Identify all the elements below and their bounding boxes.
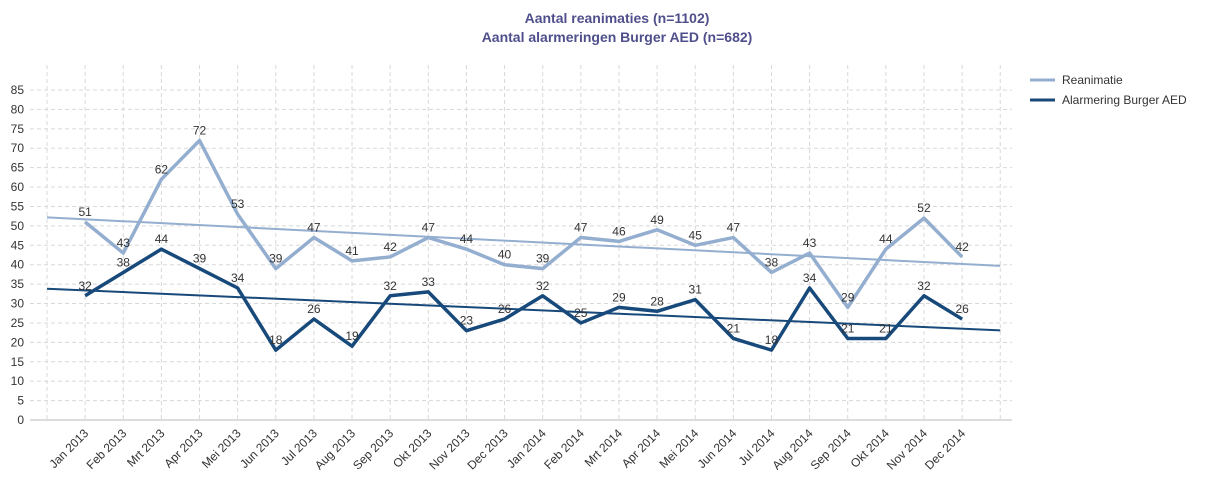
x-tick-label: Dec 2013: [464, 426, 510, 472]
data-label: 47: [307, 221, 321, 235]
data-label: 46: [612, 224, 626, 238]
data-label: 42: [383, 240, 397, 254]
data-label: 39: [536, 252, 550, 266]
data-label: 51: [78, 205, 92, 219]
data-label: 62: [155, 162, 169, 176]
data-label: 52: [917, 201, 931, 215]
data-label: 25: [574, 306, 588, 320]
series-line: [84, 138, 964, 310]
data-label: 18: [269, 333, 283, 347]
y-tick-label: 50: [11, 219, 25, 233]
data-label: 44: [879, 232, 893, 246]
data-label: 18: [765, 333, 779, 347]
data-label: 40: [498, 248, 512, 262]
data-label: 53: [231, 197, 245, 211]
y-tick-label: 5: [17, 394, 24, 408]
y-tick-label: 10: [11, 374, 25, 388]
data-label: 42: [955, 240, 969, 254]
data-label: 26: [955, 302, 969, 316]
data-label: 32: [917, 279, 931, 293]
data-label: 38: [117, 255, 131, 269]
y-tick-label: 35: [11, 277, 25, 291]
y-tick-label: 45: [11, 238, 25, 252]
y-tick-label: 55: [11, 199, 25, 213]
data-label: 23: [460, 314, 474, 328]
y-tick-label: 60: [11, 180, 25, 194]
trend-line: [46, 287, 1001, 332]
y-tick-label: 20: [11, 335, 25, 349]
x-tick-label: Nov 2013: [426, 426, 472, 472]
x-tick-label: Jun 2014: [695, 426, 740, 471]
x-tick-label: Mrt 2013: [124, 426, 168, 470]
x-tick-label: Apr 2014: [619, 426, 664, 471]
data-label: 21: [879, 321, 893, 335]
y-tick-label: 70: [11, 141, 25, 155]
data-label: 32: [383, 279, 397, 293]
data-label: 21: [841, 321, 855, 335]
data-label: 26: [498, 302, 512, 316]
data-label: 34: [231, 271, 245, 285]
y-tick-label: 85: [11, 83, 25, 97]
data-label: 39: [269, 252, 283, 266]
data-label: 28: [650, 294, 664, 308]
y-tick-label: 0: [17, 413, 24, 427]
data-label: 47: [574, 221, 588, 235]
data-label: 45: [689, 228, 703, 242]
x-tick-label: Apr 2013: [161, 426, 206, 471]
y-tick-label: 80: [11, 102, 25, 116]
data-label: 38: [765, 255, 779, 269]
data-label: 44: [460, 232, 474, 246]
data-label: 47: [422, 221, 436, 235]
x-tick-label: Feb 2013: [84, 426, 130, 472]
chart-subtitle: Aantal alarmeringen Burger AED (n=682): [482, 29, 753, 45]
y-tick-label: 40: [11, 258, 25, 272]
data-label: 49: [650, 213, 664, 227]
y-tick-label: 30: [11, 297, 25, 311]
x-tick-label: Sep 2013: [350, 426, 396, 472]
data-label: 34: [803, 271, 817, 285]
data-label: 31: [689, 283, 703, 297]
x-tick-label: Mei 2014: [657, 426, 702, 471]
y-tick-label: 65: [11, 161, 25, 175]
trend-line: [46, 216, 1001, 267]
y-tick-label: 25: [11, 316, 25, 330]
x-tick-label: Feb 2014: [541, 426, 587, 472]
data-label: 41: [345, 244, 359, 258]
data-label: 26: [307, 302, 321, 316]
data-label: 21: [727, 321, 741, 335]
data-label: 43: [803, 236, 817, 250]
data-label: 39: [193, 252, 207, 266]
x-tick-label: Aug 2014: [769, 426, 815, 472]
y-tick-label: 15: [11, 355, 25, 369]
x-tick-label: Dec 2014: [922, 426, 968, 472]
series-line: [84, 247, 964, 352]
x-tick-label: Nov 2014: [884, 426, 930, 472]
x-tick-label: Jun 2013: [237, 426, 282, 471]
x-tick-label: Aug 2013: [312, 426, 358, 472]
data-label: 32: [536, 279, 550, 293]
x-tick-label: Sep 2014: [808, 426, 854, 472]
x-tick-label: Mei 2013: [199, 426, 244, 471]
data-label: 32: [78, 279, 92, 293]
data-label: 33: [422, 275, 436, 289]
data-label: 43: [117, 236, 131, 250]
x-tick-label: Mrt 2014: [582, 426, 626, 470]
data-label: 29: [841, 290, 855, 304]
y-tick-label: 75: [11, 122, 25, 136]
data-label: 72: [193, 123, 207, 137]
chart-title: Aantal reanimaties (n=1102): [525, 10, 710, 26]
data-label: 19: [345, 329, 359, 343]
data-label: 44: [155, 232, 169, 246]
data-label: 47: [727, 221, 741, 235]
legend-label: Reanimatie: [1062, 73, 1123, 87]
legend-label: Alarmering Burger AED: [1062, 93, 1187, 107]
data-label: 29: [612, 290, 626, 304]
